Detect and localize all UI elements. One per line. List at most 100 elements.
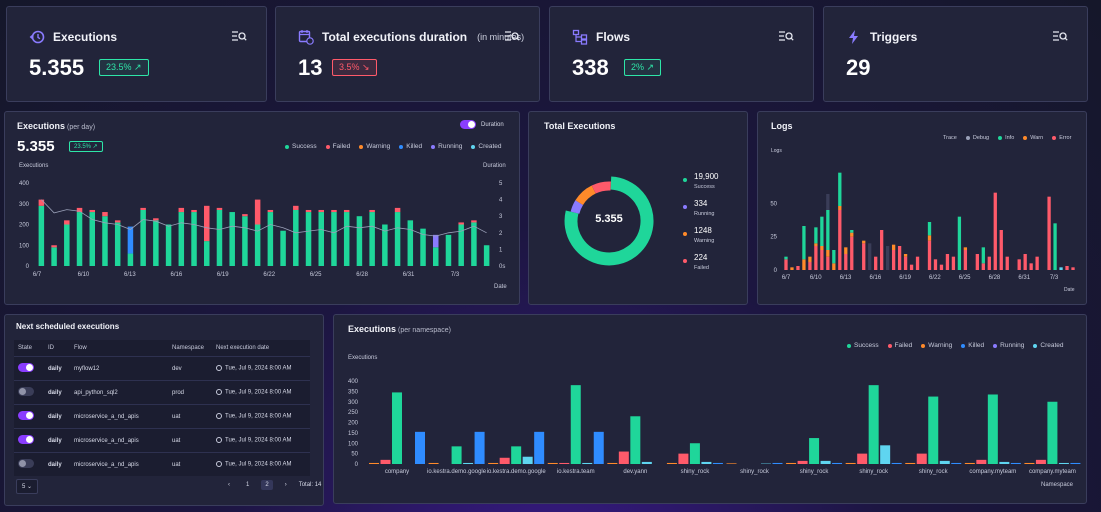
bar-error [820,250,824,270]
row-id: daily [44,452,70,476]
bar-success [928,396,939,464]
bar-warn [903,254,908,257]
legend-trace[interactable]: Trace [943,135,957,141]
bar-error [963,250,968,270]
legend-running[interactable]: Running [993,342,1024,349]
x-tick-label: company.myteam [1029,469,1076,475]
col-next-date[interactable]: Next execution date [212,340,310,357]
bar-success [64,224,70,266]
exec-ns-legend: Success Failed Warning Killed Running Cr… [847,342,1064,349]
x-tick-label: 6/31 [1018,275,1030,281]
y2-tick-label: 3 [499,214,503,220]
bar-success [987,394,998,464]
row-id: daily [44,404,70,429]
state-toggle[interactable] [18,387,34,396]
bar-warn [891,244,896,250]
legend-debug[interactable]: Debug [965,135,989,141]
state-toggle[interactable] [18,459,34,468]
bar-success [89,212,95,266]
bar-error [903,256,908,270]
row-flow[interactable]: microservice_a_nd_apis [70,428,168,453]
bar-warn [850,232,854,237]
legend-created[interactable]: Created [1033,342,1064,349]
donut-slice-warning [575,185,596,206]
bar-error [808,262,812,270]
y-tick-label: 50 [770,201,777,207]
bar-success [305,212,312,266]
search-list-icon[interactable] [231,29,247,43]
bar-success [331,212,337,266]
bar-success [369,212,375,266]
state-toggle[interactable] [18,411,34,420]
bar-warn [862,240,866,244]
pagination: ‹ 1 2 › Total: 14 [224,480,321,490]
bar-failed [102,212,108,217]
row-flow[interactable]: api_python_sql2 [70,380,168,405]
legend-running[interactable]: Running [431,143,462,150]
y2-axis-label: Duration [483,163,506,169]
bar-success [458,224,464,266]
bar-killed [832,462,843,464]
search-list-icon[interactable] [1052,29,1068,43]
legend-info[interactable]: Info [998,135,1014,141]
page-size-select[interactable]: 5 ⌄ [16,479,39,494]
state-toggle[interactable] [18,435,34,444]
bar-error [784,259,788,270]
row-flow[interactable]: microservice_a_nd_apis [70,452,168,476]
row-id: daily [44,356,70,381]
row-flow[interactable]: myflow12 [70,356,168,381]
bar-success [140,209,146,266]
legend-warning[interactable]: Warning [359,143,390,150]
col-id[interactable]: ID [44,340,70,357]
col-namespace[interactable]: Namespace [168,340,212,357]
next-page-button[interactable]: › [284,482,287,488]
legend-success[interactable]: Success [847,342,879,349]
legend-warn[interactable]: Warn [1023,135,1043,141]
row-flow[interactable]: microservice_a_nd_apis [70,404,168,429]
bar-failed [267,209,274,213]
col-state[interactable]: State [14,340,44,357]
bar-warn [826,250,830,257]
search-list-icon[interactable] [504,29,520,43]
y-tick-label: 400 [19,181,30,187]
bar-error [838,210,842,270]
col-flow[interactable]: Flow [70,340,168,357]
legend-success[interactable]: Success [285,143,317,150]
bar-killed [534,431,545,464]
bar-success [293,209,299,266]
toggle-switch[interactable] [460,120,476,129]
x-tick-label: 6/25 [310,272,322,278]
bar-success [318,212,324,266]
y-tick-label: 200 [19,223,30,229]
legend-killed[interactable]: Killed [399,143,422,150]
page-1-button[interactable]: 1 [246,482,250,488]
x-tick-label: 6/16 [170,272,182,278]
bar-success [868,385,879,464]
legend-killed[interactable]: Killed [961,342,984,349]
legend-failed[interactable]: Failed [887,342,912,349]
y2-tick-label: 4 [499,198,503,204]
legend-failed[interactable]: Failed [325,143,350,150]
prev-page-button[interactable]: ‹ [228,482,230,488]
duration-line [41,199,487,237]
state-toggle[interactable] [18,363,34,372]
donut-center-value: 5.355 [595,213,623,225]
legend-created[interactable]: Created [471,143,502,150]
page-2-button[interactable]: 2 [261,480,273,490]
bar-warn [814,243,818,246]
bar-error [915,256,920,270]
bar-created [463,462,474,464]
panel-title: Logs [771,121,793,131]
bar-warn [838,206,842,210]
duration-toggle[interactable]: Duration [460,120,504,129]
bar-info [820,216,824,246]
y-tick-label: 150 [348,431,359,437]
bar-debug [868,243,872,270]
legend-warning[interactable]: Warning [921,342,952,349]
bar-failed [343,209,350,213]
search-list-icon[interactable] [778,29,794,43]
legend-error[interactable]: Error [1052,135,1071,141]
bar-warning [547,462,558,464]
x-tick-label: shiny_rock [859,469,889,475]
bar-warning [369,462,379,464]
